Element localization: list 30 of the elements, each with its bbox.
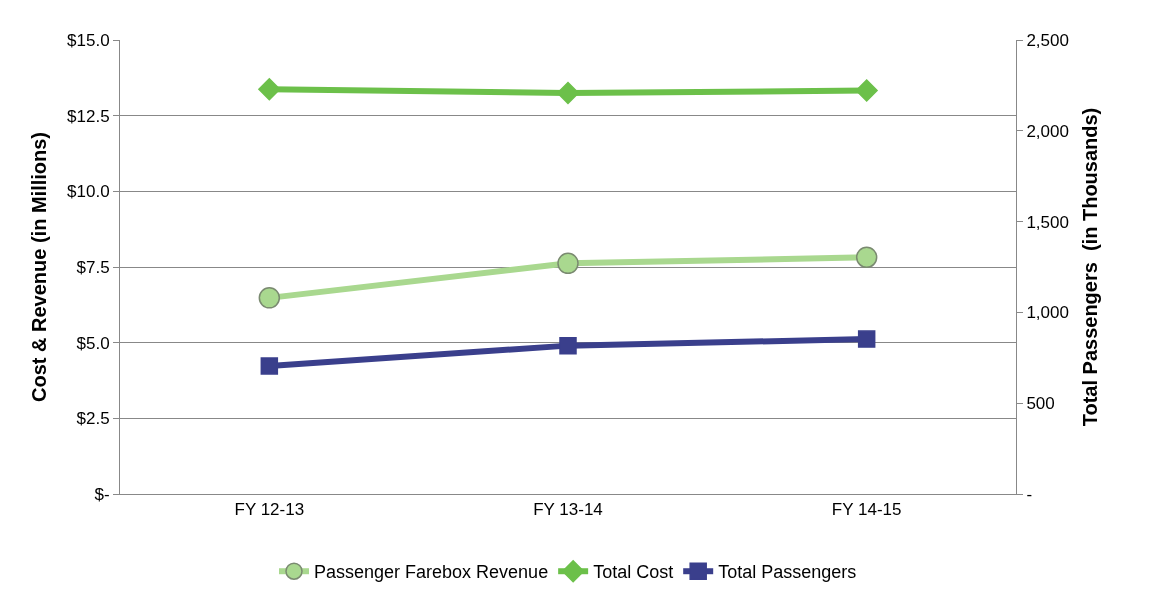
- y2-tick-label: 1,500: [1026, 212, 1069, 232]
- legend-label: Total Passengers: [718, 562, 857, 583]
- y-tick-label: $7.5: [76, 257, 110, 277]
- point: [556, 81, 580, 105]
- x-tick-label: FY 12-13: [234, 500, 305, 520]
- y-tick-label: $15.0: [67, 30, 110, 50]
- y-tick-label: $-: [94, 484, 110, 504]
- y-tick-label: $2.5: [76, 409, 110, 429]
- y2-tick-label: 500: [1026, 394, 1055, 414]
- y2-tick-label: 2,000: [1026, 121, 1069, 141]
- y2-tick-label: -: [1026, 484, 1033, 504]
- y2-tick-label: 1,000: [1026, 303, 1069, 323]
- y-tick-label: $10.0: [67, 182, 110, 202]
- point: [258, 287, 281, 309]
- y-tick-label: $12.5: [67, 106, 110, 126]
- point: [258, 78, 281, 101]
- y2-axis-title: Total Passengers (in Thousands): [1079, 107, 1102, 427]
- point: [857, 330, 876, 348]
- point: [557, 252, 579, 275]
- x-tick-label: FY 14-15: [831, 500, 902, 520]
- point: [855, 79, 878, 102]
- legend-label: Passenger Farebox Revenue: [314, 562, 549, 583]
- point: [855, 246, 878, 269]
- y-axis-title: Cost & Revenue (in Millions): [27, 131, 50, 403]
- point: [559, 336, 577, 355]
- y2-tick-label: 2,500: [1026, 30, 1069, 50]
- y-tick-label: $5.0: [76, 333, 110, 353]
- legend-label: Total Cost: [593, 562, 674, 583]
- x-tick-label: FY 13-14: [533, 500, 603, 520]
- point: [260, 357, 279, 375]
